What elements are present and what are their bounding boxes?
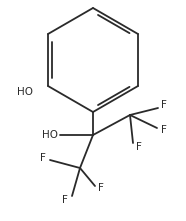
Text: HO: HO xyxy=(17,87,33,97)
Text: F: F xyxy=(98,183,104,193)
Text: F: F xyxy=(161,100,167,110)
Text: F: F xyxy=(40,153,46,163)
Text: HO: HO xyxy=(42,130,58,140)
Text: F: F xyxy=(161,125,167,135)
Text: F: F xyxy=(62,195,68,205)
Text: F: F xyxy=(136,142,142,152)
